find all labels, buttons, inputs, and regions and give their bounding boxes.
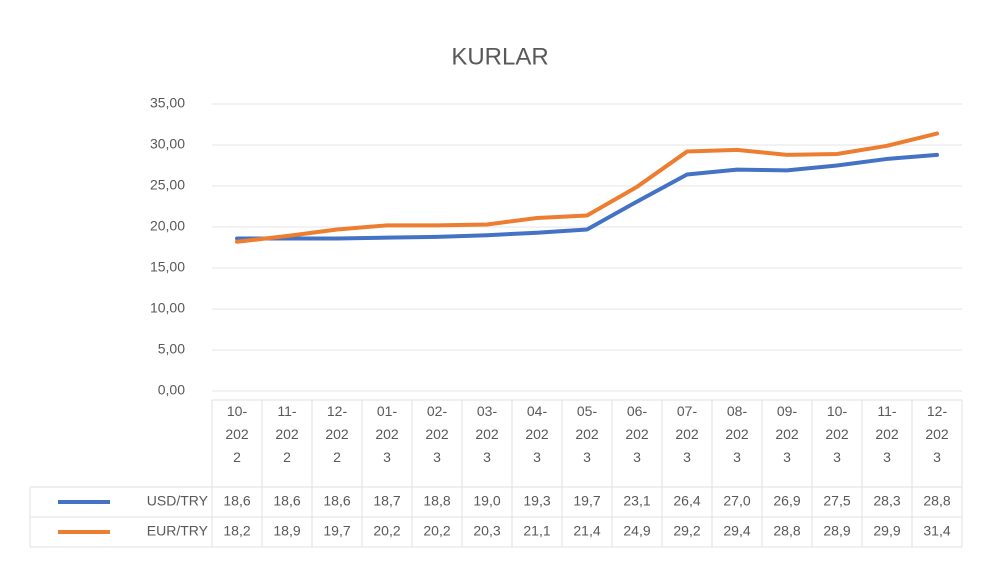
y-tick-label: 15,00 <box>150 259 185 275</box>
y-tick-label: 0,00 <box>158 382 185 398</box>
table-value: 20,2 <box>423 523 450 539</box>
y-tick-label: 20,00 <box>150 218 185 234</box>
x-tick-label: 10-202 2 <box>225 403 249 465</box>
table-value: 19,3 <box>523 493 550 509</box>
table-value: 18,7 <box>373 493 400 509</box>
legend-label: USD/TRY <box>147 493 209 509</box>
x-tick-label: 10-202 3 <box>825 403 849 465</box>
table-value: 29,2 <box>673 523 700 539</box>
y-tick-label: 10,00 <box>150 300 185 316</box>
series-line <box>235 152 939 241</box>
chart-title: KURLAR <box>451 43 548 70</box>
table-value: 20,3 <box>473 523 500 539</box>
table-value: 29,9 <box>873 523 900 539</box>
table-value: 23,1 <box>623 493 650 509</box>
x-tick-label: 03-202 3 <box>475 403 499 465</box>
table-value: 18,6 <box>273 493 300 509</box>
table-value: 26,9 <box>773 493 800 509</box>
x-tick-label: 04-202 3 <box>525 403 549 465</box>
y-tick-label: 35,00 <box>150 95 185 111</box>
x-tick-label: 09-202 3 <box>775 403 799 465</box>
table-value: 21,4 <box>573 523 600 539</box>
table-value: 18,6 <box>323 493 350 509</box>
x-tick-label: 11-202 3 <box>875 403 899 465</box>
table-value: 29,4 <box>723 523 750 539</box>
series-line <box>235 131 939 244</box>
table-value: 31,4 <box>923 523 950 539</box>
x-tick-label: 11-202 2 <box>275 403 299 465</box>
y-tick-label: 30,00 <box>150 136 185 152</box>
table-value: 20,2 <box>373 523 400 539</box>
x-tick-label: 02-202 3 <box>425 403 449 465</box>
x-tick-label: 01-202 3 <box>375 403 399 465</box>
table-value: 18,2 <box>223 523 250 539</box>
table-value: 27,0 <box>723 493 750 509</box>
y-tick-label: 5,00 <box>158 341 185 357</box>
x-tick-label: 07-202 3 <box>675 403 699 465</box>
table-value: 18,6 <box>223 493 250 509</box>
table-value: 19,7 <box>573 493 600 509</box>
table-value: 27,5 <box>823 493 850 509</box>
table-value: 28,9 <box>823 523 850 539</box>
x-tick-label: 06-202 3 <box>625 403 649 465</box>
table-value: 26,4 <box>673 493 700 509</box>
table-value: 24,9 <box>623 523 650 539</box>
x-tick-label: 12-202 3 <box>925 403 949 465</box>
legend-label: EUR/TRY <box>147 523 209 539</box>
x-tick-label: 05-202 3 <box>575 403 599 465</box>
x-tick-label: 12-202 2 <box>325 403 349 465</box>
y-tick-label: 25,00 <box>150 177 185 193</box>
table-value: 18,8 <box>423 493 450 509</box>
table-value: 28,8 <box>773 523 800 539</box>
x-tick-label: 08-202 3 <box>725 403 749 465</box>
table-value: 18,9 <box>273 523 300 539</box>
table-value: 21,1 <box>523 523 550 539</box>
table-value: 19,7 <box>323 523 350 539</box>
table-value: 28,3 <box>873 493 900 509</box>
table-value: 28,8 <box>923 493 950 509</box>
table-value: 19,0 <box>473 493 500 509</box>
